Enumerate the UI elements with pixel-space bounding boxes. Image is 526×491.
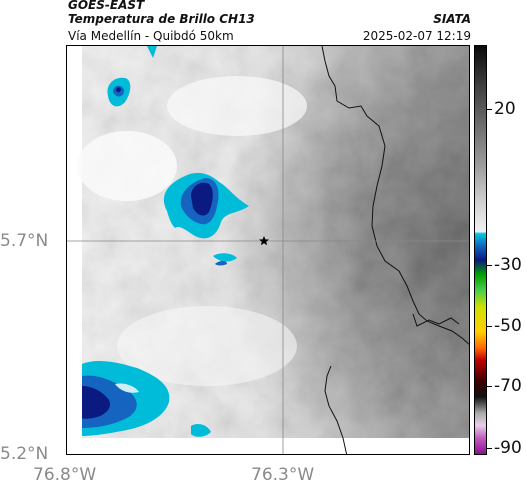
map-canvas bbox=[67, 46, 469, 454]
lat-label-5-2: 5.2°N bbox=[0, 444, 49, 464]
colorbar-gradient bbox=[475, 46, 486, 454]
cold-cloud-north bbox=[107, 77, 131, 107]
lon-label-76-3: 76.3°W bbox=[251, 465, 315, 485]
star-marker bbox=[259, 236, 269, 246]
colorbar-label-20: 20 bbox=[494, 99, 516, 119]
cold-cloud-southwest bbox=[82, 361, 211, 437]
colorbar-tick bbox=[487, 265, 492, 266]
product-title: Temperatura de Brillo CH13 bbox=[68, 12, 255, 26]
colorbar-tick bbox=[487, 386, 492, 387]
graticule bbox=[67, 46, 469, 454]
lat-label-5-7: 5.7°N bbox=[0, 231, 49, 251]
timestamp-label: 2025-02-07 12:19 bbox=[362, 29, 471, 43]
organization-label: SIATA bbox=[433, 12, 471, 26]
colorbar-label-minus70: -70 bbox=[494, 376, 522, 396]
satellite-title: GOES-EAST bbox=[68, 0, 145, 12]
colorbar-tick bbox=[487, 326, 492, 327]
colorbar-tick bbox=[487, 109, 492, 110]
colorbar-label-minus30: -30 bbox=[494, 255, 522, 275]
region-subtitle: Vía Medellín - Quibdó 50km bbox=[68, 29, 234, 43]
satellite-map bbox=[66, 45, 470, 455]
colorbar bbox=[474, 45, 487, 455]
cold-cloud-top-edge bbox=[147, 46, 157, 58]
lon-label-76-8: 76.8°W bbox=[33, 465, 97, 485]
cold-cloud-central bbox=[163, 172, 249, 266]
colorbar-label-minus50: -50 bbox=[494, 316, 522, 336]
colorbar-label-minus90: -90 bbox=[494, 438, 522, 458]
department-borders bbox=[321, 46, 469, 454]
colorbar-tick bbox=[487, 448, 492, 449]
